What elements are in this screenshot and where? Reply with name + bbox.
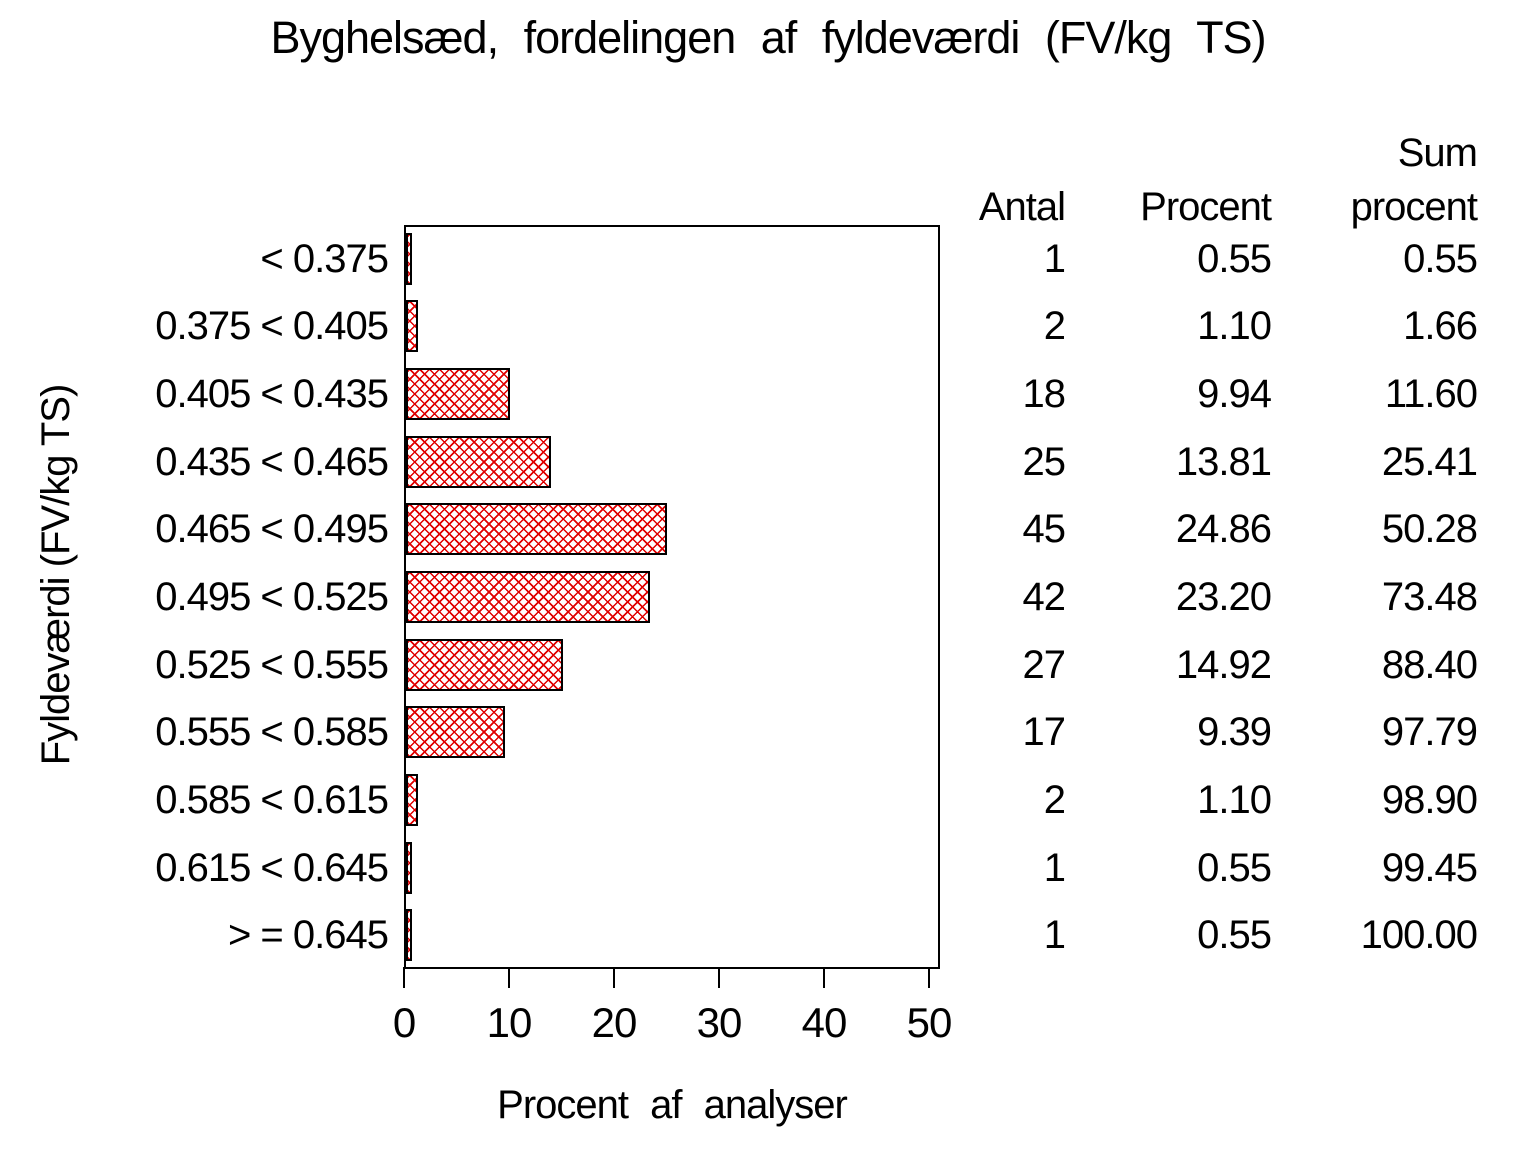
antal-cell: 27 <box>1022 643 1067 687</box>
x-axis-title: Procent af analyser <box>497 1083 848 1127</box>
x-tick <box>508 967 510 988</box>
bar <box>406 436 551 488</box>
category-label: 0.585 < 0.615 <box>155 778 389 822</box>
table-header-procent: Procent <box>1140 185 1272 229</box>
x-tick <box>403 967 405 988</box>
table-header-sum-line2: procent <box>1350 185 1478 229</box>
category-label: 0.375 < 0.405 <box>155 304 389 348</box>
category-label: 0.555 < 0.585 <box>155 710 389 754</box>
procent-cell: 9.39 <box>1197 710 1272 754</box>
x-tick-label: 30 <box>696 999 743 1046</box>
antal-cell: 2 <box>1043 778 1066 822</box>
x-tick-label: 40 <box>801 999 848 1046</box>
sum-procent-cell: 11.60 <box>1384 372 1478 416</box>
antal-cell: 18 <box>1022 372 1067 416</box>
sum-procent-cell: 98.90 <box>1381 778 1478 822</box>
table-header-sum-line1: Sum <box>1397 131 1478 175</box>
bar <box>406 503 667 555</box>
bar <box>406 909 412 961</box>
x-tick-label: 20 <box>591 999 638 1046</box>
sum-procent-cell: 97.79 <box>1381 710 1478 754</box>
x-tick-label: 50 <box>906 999 953 1046</box>
sum-procent-cell: 88.40 <box>1381 643 1478 687</box>
procent-cell: 9.94 <box>1197 372 1272 416</box>
antal-cell: 25 <box>1022 440 1067 484</box>
procent-cell: 23.20 <box>1175 575 1272 619</box>
procent-cell: 0.55 <box>1197 846 1272 890</box>
procent-cell: 14.92 <box>1175 643 1272 687</box>
x-tick-label: 10 <box>486 999 533 1046</box>
x-tick-label: 0 <box>392 999 416 1046</box>
antal-cell: 1 <box>1043 846 1066 890</box>
bar <box>406 368 510 420</box>
sum-procent-cell: 50.28 <box>1381 507 1478 551</box>
procent-cell: 0.55 <box>1197 913 1272 957</box>
sum-procent-cell: 0.55 <box>1403 237 1478 281</box>
bar <box>406 842 412 894</box>
sum-procent-cell: 1.66 <box>1403 304 1478 348</box>
table-header-antal: Antal <box>978 185 1066 229</box>
category-label: > = 0.645 <box>227 913 389 957</box>
antal-cell: 45 <box>1022 507 1067 551</box>
category-label: 0.435 < 0.465 <box>155 440 389 484</box>
procent-cell: 13.81 <box>1175 440 1272 484</box>
category-label: 0.615 < 0.645 <box>155 846 389 890</box>
category-label: 0.525 < 0.555 <box>155 643 389 687</box>
antal-cell: 17 <box>1022 710 1067 754</box>
bar <box>406 706 505 758</box>
sum-procent-cell: 100.00 <box>1360 913 1478 957</box>
sum-procent-cell: 99.45 <box>1381 846 1478 890</box>
x-tick <box>823 967 825 988</box>
category-label: 0.495 < 0.525 <box>155 575 389 619</box>
chart-title: Byghelsæd, fordelingen af fyldeværdi (FV… <box>270 12 1266 63</box>
procent-cell: 24.86 <box>1175 507 1272 551</box>
bar <box>406 233 412 285</box>
procent-cell: 1.10 <box>1197 304 1272 348</box>
antal-cell: 42 <box>1022 575 1067 619</box>
bar <box>406 774 418 826</box>
category-label: < 0.375 <box>260 237 389 281</box>
bar <box>406 639 563 691</box>
antal-cell: 1 <box>1043 913 1066 957</box>
bar <box>406 300 418 352</box>
x-tick <box>928 967 930 988</box>
sum-procent-cell: 25.41 <box>1381 440 1478 484</box>
procent-cell: 1.10 <box>1197 778 1272 822</box>
x-tick <box>718 967 720 988</box>
sum-procent-cell: 73.48 <box>1381 575 1478 619</box>
category-label: 0.405 < 0.435 <box>155 372 389 416</box>
procent-cell: 0.55 <box>1197 237 1272 281</box>
antal-cell: 1 <box>1043 237 1066 281</box>
category-label: 0.465 < 0.495 <box>155 507 389 551</box>
antal-cell: 2 <box>1043 304 1066 348</box>
x-tick <box>613 967 615 988</box>
bar <box>406 571 650 623</box>
